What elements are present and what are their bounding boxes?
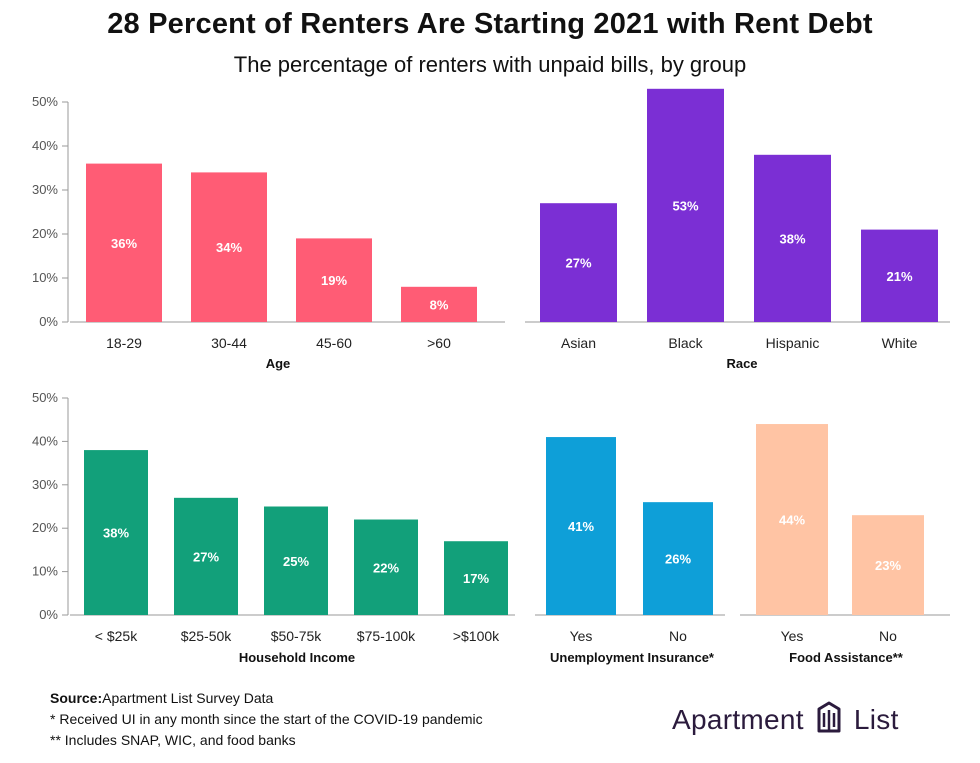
y-tick-label: 50%: [32, 390, 58, 405]
bar: [354, 519, 418, 615]
bar: [264, 506, 328, 615]
x-axis-title: Unemployment Insurance*: [550, 650, 715, 665]
category-label: Hispanic: [766, 335, 820, 351]
bar: [756, 424, 828, 615]
category-label: $75-100k: [357, 628, 416, 644]
chart-subtitle: The percentage of renters with unpaid bi…: [233, 52, 747, 77]
source-line: Source:Apartment List Survey Data: [50, 690, 273, 706]
category-label: 30-44: [211, 335, 247, 351]
data-label: 38%: [779, 231, 805, 246]
footnote-food: ** Includes SNAP, WIC, and food banks: [50, 732, 296, 748]
category-label: No: [669, 628, 687, 644]
bar: [540, 203, 617, 322]
data-label: 25%: [283, 554, 309, 569]
bar: [84, 450, 148, 615]
logo-word-right: List: [853, 704, 899, 735]
y-tick-label: 10%: [32, 564, 58, 579]
x-axis-title: Household Income: [239, 650, 355, 665]
category-label: $50-75k: [271, 628, 323, 644]
data-label: 27%: [193, 549, 219, 564]
y-tick-label: 50%: [32, 94, 58, 109]
y-tick-label: 30%: [32, 182, 58, 197]
category-label: White: [882, 335, 918, 351]
category-label: < $25k: [95, 628, 138, 644]
y-tick-label: 0%: [39, 607, 58, 622]
category-label: No: [879, 628, 897, 644]
source-text: Apartment List Survey Data: [102, 690, 274, 706]
bar: [546, 437, 616, 615]
category-label: 45-60: [316, 335, 352, 351]
bar: [401, 286, 477, 322]
y-tick-label: 10%: [32, 270, 58, 285]
category-label: >$100k: [453, 628, 500, 644]
x-axis-title: Race: [726, 356, 757, 371]
data-label: 53%: [672, 198, 698, 213]
bar: [86, 163, 162, 322]
data-label: 36%: [111, 236, 137, 251]
bar: [296, 238, 372, 322]
bar: [444, 541, 508, 615]
data-label: 22%: [373, 560, 399, 575]
data-label: 38%: [103, 526, 129, 541]
chart-title: 28 Percent of Renters Are Starting 2021 …: [107, 8, 873, 40]
footnote-ui: * Received UI in any month since the sta…: [50, 711, 483, 727]
category-label: Asian: [561, 335, 596, 351]
data-label: 27%: [565, 256, 591, 271]
bar: [852, 515, 924, 615]
y-tick-label: 30%: [32, 477, 58, 492]
source-label: Source:: [50, 690, 103, 706]
category-label: Yes: [570, 628, 593, 644]
logo-word-left: Apartment: [672, 704, 804, 735]
bar: [861, 229, 938, 322]
bar: [191, 172, 267, 322]
data-label: 26%: [665, 552, 691, 567]
x-axis-title: Age: [266, 356, 291, 371]
y-tick-label: 40%: [32, 138, 58, 153]
category-label: $25-50k: [181, 628, 233, 644]
bar: [754, 154, 831, 322]
apartment-list-logo: Apartment List: [672, 700, 899, 740]
y-tick-label: 40%: [32, 433, 58, 448]
data-label: 34%: [216, 240, 242, 255]
y-tick-label: 0%: [39, 314, 58, 329]
category-label: >60: [427, 335, 451, 351]
bar: [643, 502, 713, 615]
data-label: 41%: [568, 519, 594, 534]
data-label: 44%: [779, 513, 805, 528]
apartment-list-logo-icon: [814, 701, 844, 740]
bar: [174, 497, 238, 615]
category-label: 18-29: [106, 335, 142, 351]
category-label: Yes: [781, 628, 804, 644]
charts-area: 0% 10% 20% 30% 40% 50% 36% 18-29 34% 30-44 19% 45-6…: [32, 88, 950, 665]
bar: [647, 88, 724, 322]
data-label: 21%: [886, 269, 912, 284]
category-label: Black: [668, 335, 703, 351]
data-label: 17%: [463, 571, 489, 586]
data-label: 23%: [875, 558, 901, 573]
data-label: 8%: [430, 297, 449, 312]
x-axis-title: Food Assistance**: [789, 650, 904, 665]
data-label: 19%: [321, 273, 347, 288]
y-tick-label: 20%: [32, 226, 58, 241]
y-tick-label: 20%: [32, 520, 58, 535]
